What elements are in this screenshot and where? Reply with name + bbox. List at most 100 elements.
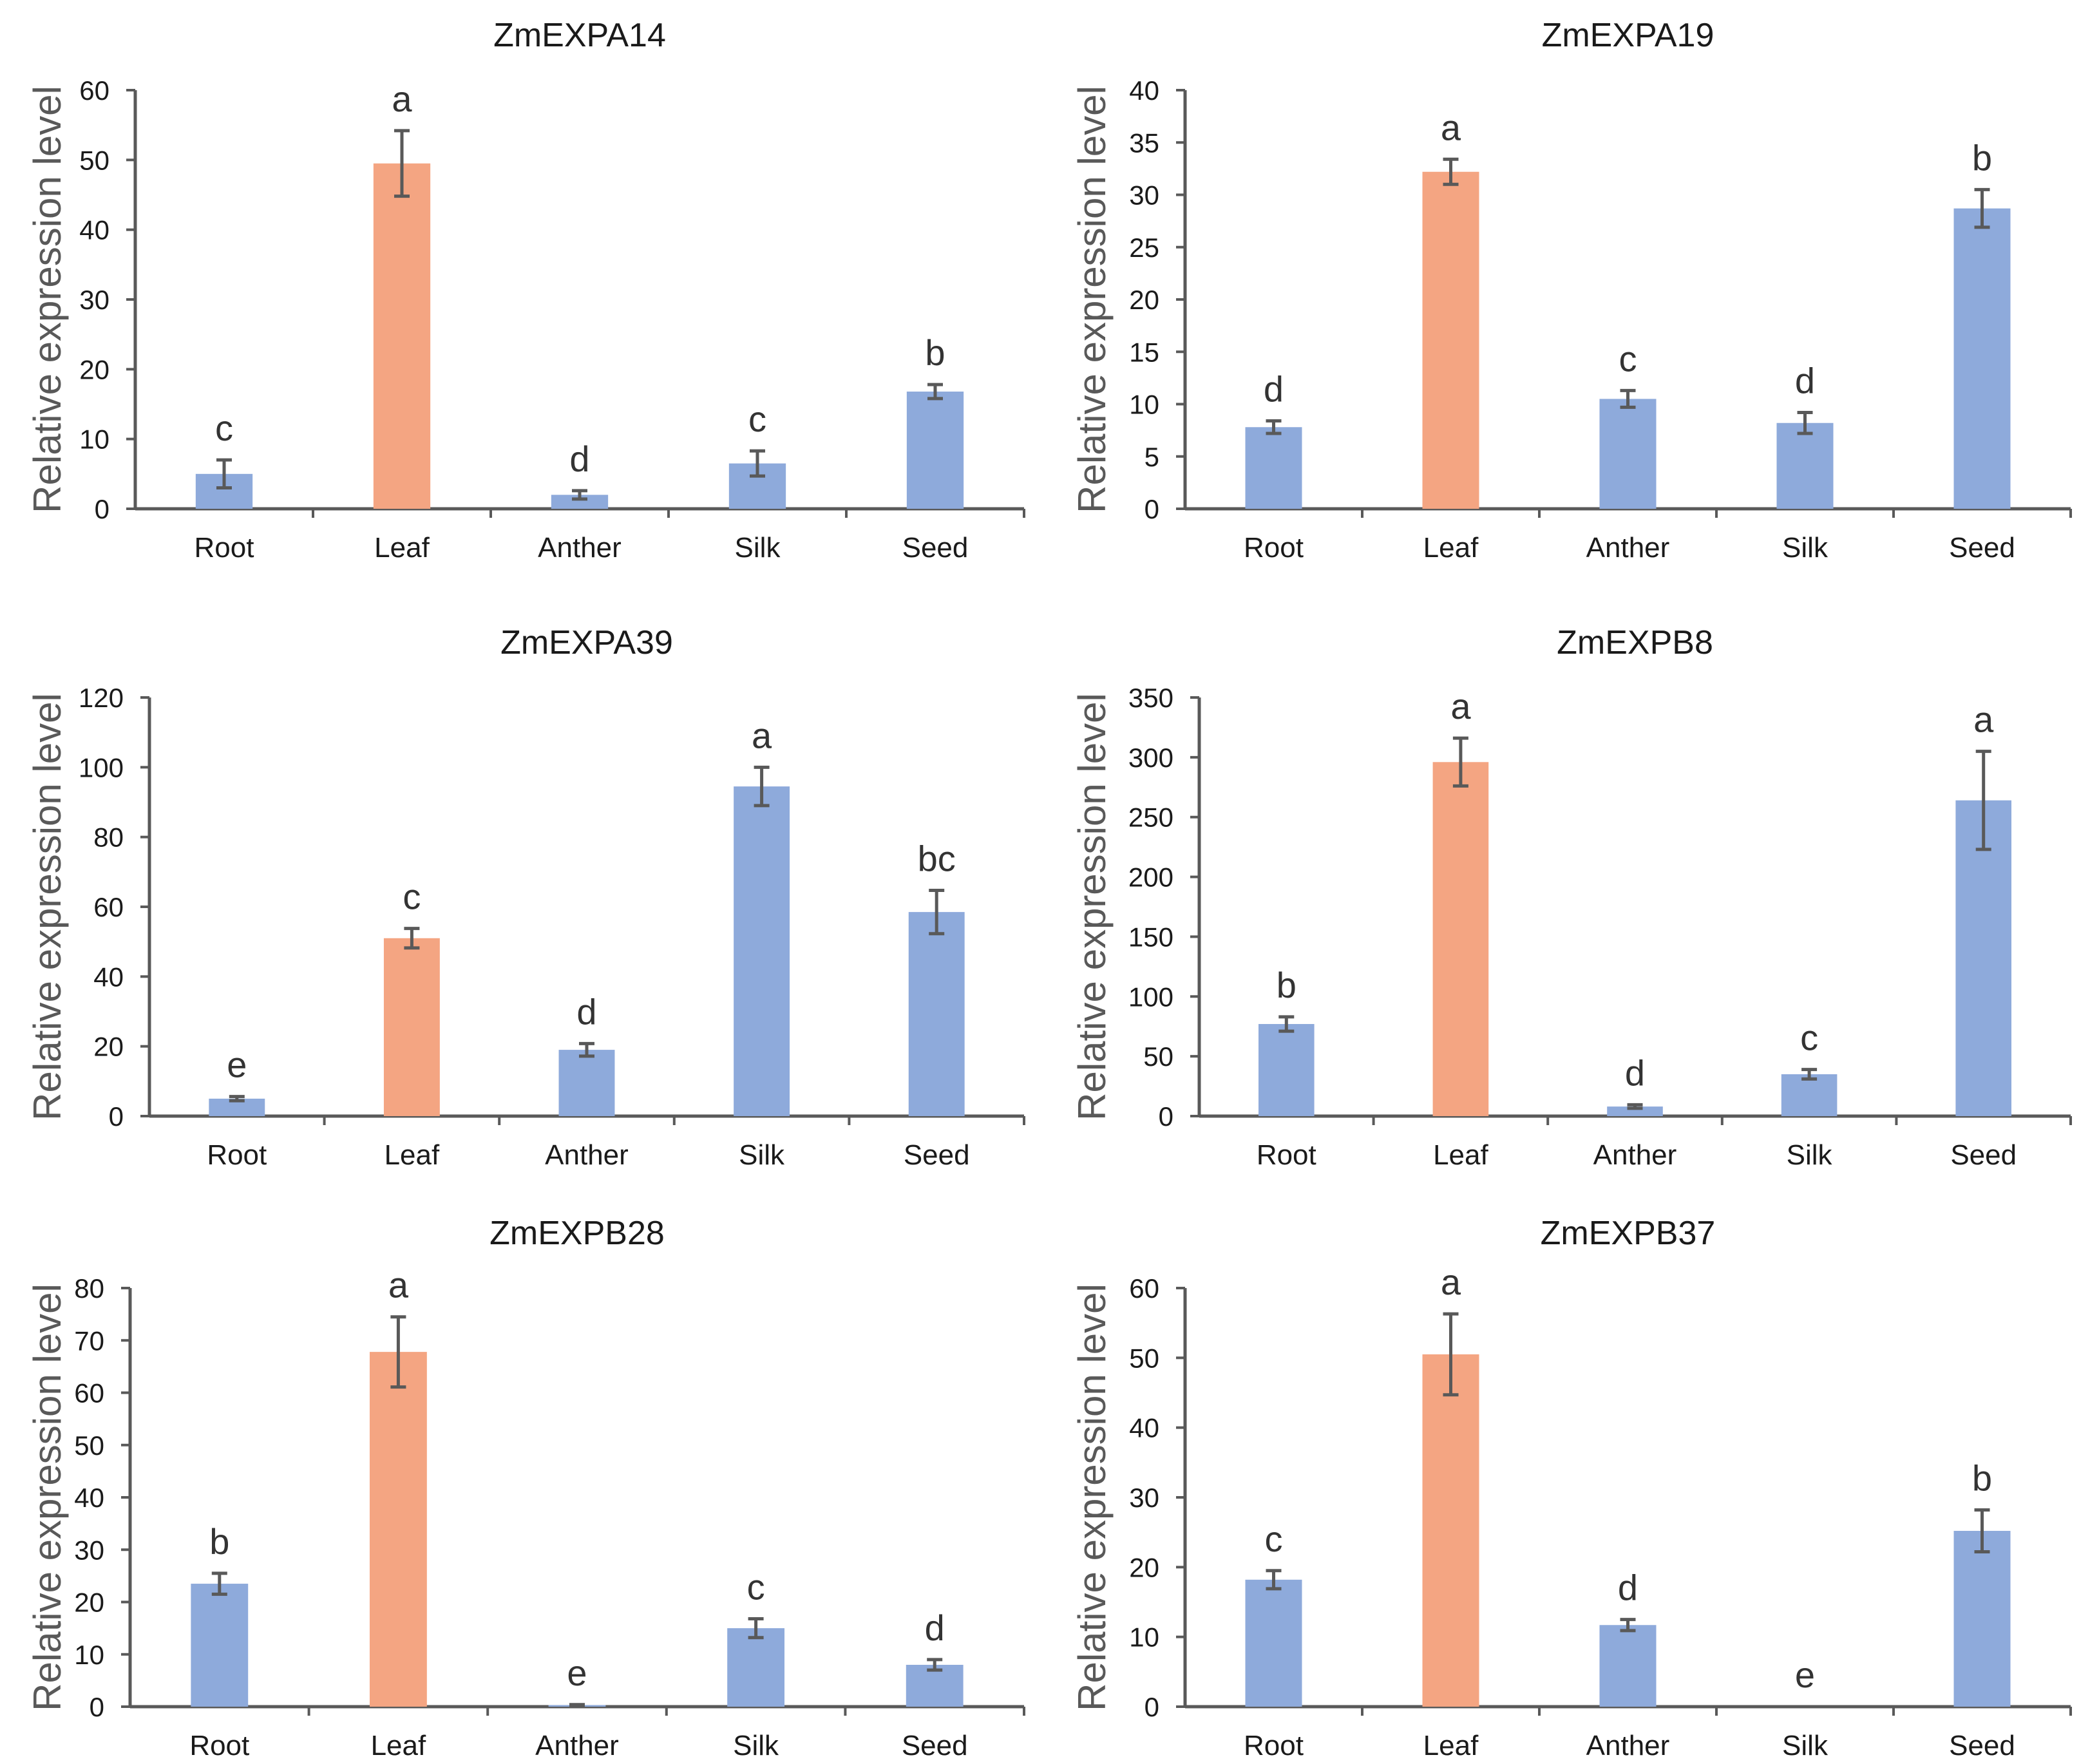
- significance-letter: c: [1800, 1018, 1818, 1058]
- significance-letter: d: [1795, 361, 1815, 401]
- y-tick-label: 300: [1128, 743, 1173, 773]
- y-tick-label: 0: [95, 494, 109, 524]
- error-bar-leaf: [404, 927, 420, 950]
- y-tick-label: 0: [109, 1101, 124, 1132]
- x-tick-label: Leaf: [1423, 532, 1479, 564]
- y-tick-label: 30: [1129, 1483, 1159, 1513]
- bar-leaf: [1432, 762, 1489, 1116]
- significance-letter: d: [925, 1608, 945, 1648]
- x-tick-label: Silk: [1782, 532, 1828, 564]
- y-tick-label: 10: [79, 424, 109, 455]
- x-tick-label: Anther: [538, 532, 622, 564]
- y-tick-label: 50: [1129, 1343, 1159, 1373]
- x-tick-label: Seed: [902, 532, 969, 564]
- x-tick-label: Anther: [1593, 1139, 1677, 1171]
- chart-title: ZmEXPA39: [500, 624, 673, 661]
- x-tick-label: Silk: [735, 532, 781, 564]
- bar-seed: [906, 392, 964, 509]
- error-bar-root: [1266, 1569, 1282, 1591]
- significance-letter: d: [1618, 1568, 1638, 1608]
- x-tick-label: Seed: [1949, 532, 2015, 564]
- bar-anther: [1599, 399, 1657, 509]
- significance-letter: c: [1265, 1519, 1283, 1559]
- x-tick-label: Anther: [1586, 1730, 1670, 1761]
- y-tick-label: 60: [79, 75, 109, 106]
- y-tick-label: 30: [79, 285, 109, 315]
- x-tick-label: Silk: [739, 1139, 785, 1171]
- bar-leaf: [373, 163, 431, 509]
- x-tick-label: Seed: [902, 1730, 968, 1761]
- error-bar-root: [1266, 419, 1282, 435]
- y-tick-label: 80: [93, 822, 124, 853]
- significance-letter: d: [576, 991, 596, 1032]
- y-tick-label: 20: [93, 1032, 124, 1062]
- significance-letter: d: [569, 439, 589, 479]
- significance-letter: e: [567, 1653, 587, 1693]
- y-tick-label: 30: [1129, 180, 1159, 211]
- x-tick-label: Seed: [1949, 1730, 2015, 1761]
- bar-silk: [734, 786, 790, 1116]
- chart-panel-zmexpa19: ZmEXPA19 Relative expression level 0 5 10 15 2…: [1070, 17, 2072, 564]
- bar-seed: [1953, 208, 2011, 509]
- y-tick-label: 0: [90, 1692, 104, 1722]
- y-tick-label: 50: [79, 145, 109, 175]
- y-tick-label: 70: [74, 1325, 104, 1356]
- error-bar-seed: [1974, 1508, 1990, 1553]
- error-bar-anther: [1620, 1618, 1636, 1633]
- y-tick-label: 50: [74, 1430, 104, 1461]
- chart-panel-zmexpa39: ZmEXPA39 Relative expression level 0 20 40 60…: [26, 624, 1025, 1171]
- x-tick-label: Seed: [1950, 1139, 2017, 1171]
- y-axis-label: Relative expression level: [1070, 1284, 1114, 1711]
- y-tick-label: 25: [1129, 232, 1159, 263]
- y-tick-label: 10: [74, 1640, 104, 1670]
- chart-title: ZmEXPB8: [1557, 624, 1713, 661]
- significance-letter: e: [227, 1045, 247, 1085]
- bar-anther: [558, 1050, 615, 1116]
- y-tick-label: 60: [93, 892, 124, 922]
- x-tick-label: Root: [189, 1730, 249, 1761]
- significance-letter: a: [1441, 1262, 1461, 1302]
- chart-title: ZmEXPB28: [489, 1215, 665, 1252]
- x-tick-label: Anther: [1586, 532, 1670, 564]
- x-tick-label: Silk: [1782, 1730, 1828, 1761]
- chart-panel-zmexpb28: ZmEXPB28 Relative expression level 0 10 20 30…: [26, 1215, 1025, 1761]
- bar-silk: [1776, 422, 1834, 509]
- error-bar-leaf: [1443, 1312, 1459, 1397]
- y-axis-label: Relative expression level: [26, 1284, 69, 1711]
- x-tick-label: Root: [195, 532, 254, 564]
- significance-letter: a: [1450, 686, 1471, 726]
- bar-anther: [551, 495, 609, 509]
- error-bar-leaf: [1452, 736, 1468, 788]
- bar-anther: [1607, 1106, 1663, 1116]
- x-tick-label: Root: [1244, 532, 1304, 564]
- chart-panel-zmexpb37: ZmEXPB37 Relative expression level 0 10 20 30…: [1070, 1215, 2072, 1761]
- y-tick-label: 60: [74, 1378, 104, 1408]
- y-tick-label: 10: [1129, 1622, 1159, 1653]
- y-tick-label: 40: [1129, 1413, 1159, 1443]
- y-tick-label: 100: [79, 752, 124, 782]
- y-tick-label: 20: [79, 354, 109, 384]
- error-bar-anther: [572, 489, 587, 501]
- bar-leaf: [383, 938, 440, 1116]
- error-bar-silk: [1801, 1068, 1818, 1081]
- error-bar-seed: [1974, 187, 1990, 229]
- y-tick-label: 50: [1143, 1041, 1173, 1072]
- bar-root: [1245, 1579, 1302, 1707]
- error-bar-seed: [1975, 750, 1991, 851]
- error-bar-root: [1278, 1015, 1295, 1033]
- significance-letter: c: [403, 877, 421, 917]
- x-tick-label: Leaf: [1423, 1730, 1479, 1761]
- error-bar-seed: [929, 889, 945, 936]
- significance-letter: a: [752, 715, 772, 755]
- error-bar-leaf: [1443, 157, 1459, 186]
- y-tick-label: 0: [1144, 494, 1159, 524]
- significance-letter: c: [748, 399, 766, 439]
- chart-title: ZmEXPB37: [1541, 1215, 1716, 1252]
- y-tick-label: 5: [1144, 442, 1159, 472]
- y-tick-label: 0: [1159, 1101, 1173, 1132]
- significance-letter: bc: [918, 839, 956, 879]
- bar-leaf: [1422, 1354, 1479, 1707]
- error-bar-anther: [1627, 1103, 1643, 1110]
- bar-silk: [1781, 1074, 1838, 1116]
- y-tick-label: 40: [93, 962, 124, 992]
